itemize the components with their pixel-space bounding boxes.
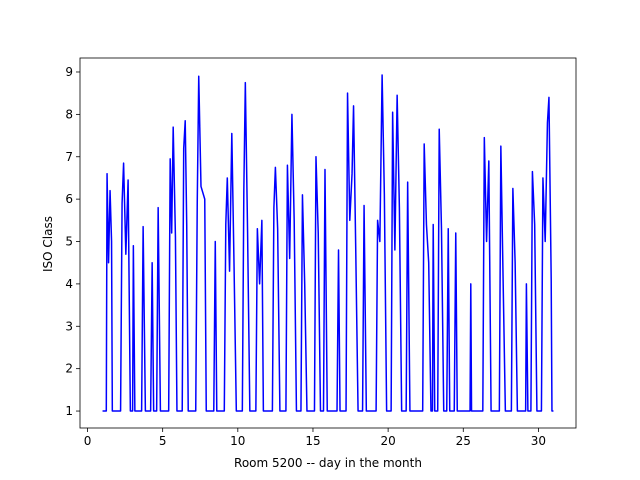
x-tick-label: 0 [84, 434, 92, 448]
y-tick-label: 2 [65, 362, 73, 376]
y-tick-label: 9 [65, 65, 73, 79]
x-tick-label: 20 [380, 434, 395, 448]
x-tick-label: 15 [305, 434, 320, 448]
data-line [102, 74, 554, 412]
x-tick-label: 10 [230, 434, 245, 448]
y-tick-label: 8 [65, 107, 73, 121]
axes-frame [79, 57, 577, 429]
x-axis-label: Room 5200 -- day in the month [234, 456, 422, 470]
y-tick-label: 4 [65, 277, 73, 291]
x-tick-label: 30 [531, 434, 546, 448]
y-tick-label: 5 [65, 235, 73, 249]
y-tick-label: 1 [65, 404, 73, 418]
x-tick-label: 5 [159, 434, 167, 448]
y-tick-label: 3 [65, 319, 73, 333]
x-tick-label: 25 [456, 434, 471, 448]
y-tick-label: 6 [65, 192, 73, 206]
y-axis-label: ISO Class [41, 216, 55, 272]
y-tick-label: 7 [65, 150, 73, 164]
